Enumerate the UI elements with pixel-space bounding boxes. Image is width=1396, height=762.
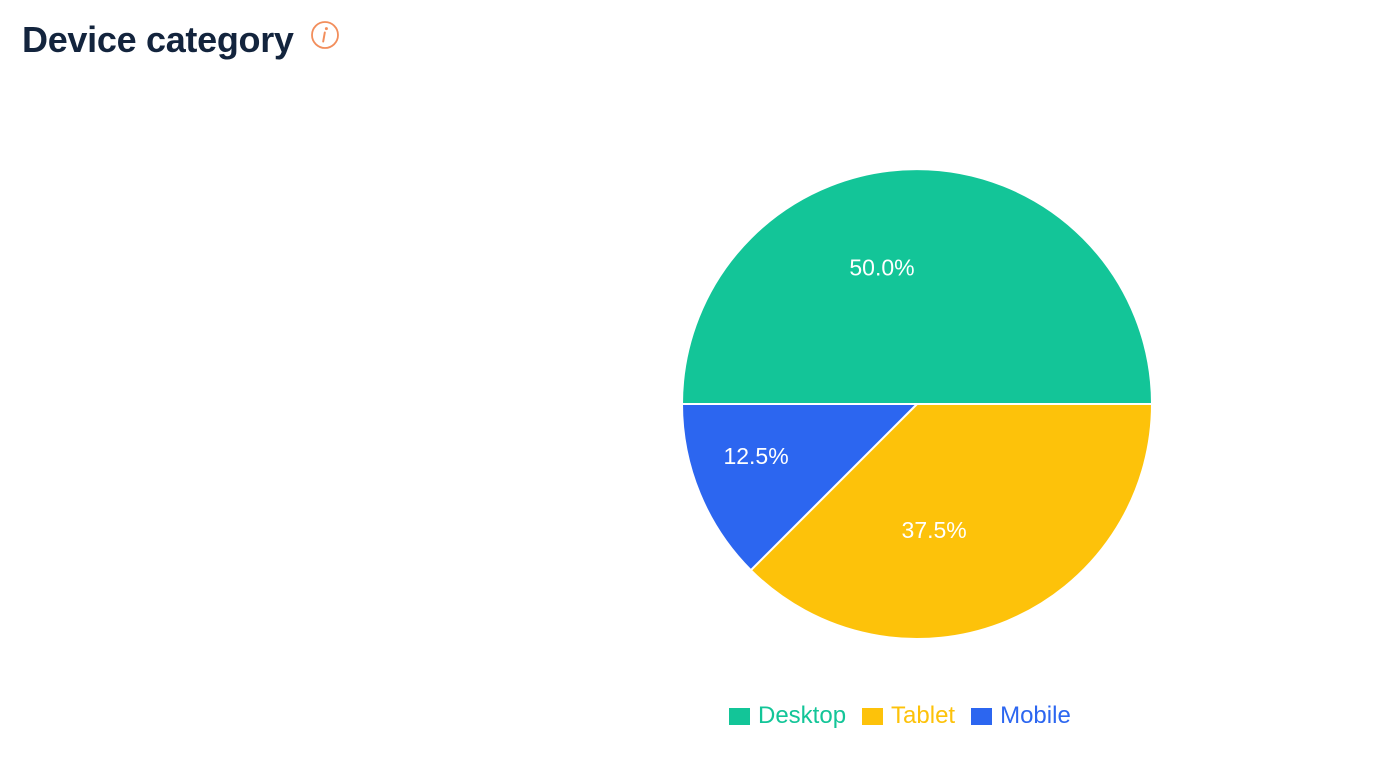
chart-legend: Desktop Tablet Mobile [729, 700, 1087, 732]
chart-header: Device category [22, 14, 340, 66]
legend-label-desktop: Desktop [758, 702, 847, 729]
pie-slice-desktop[interactable] [680, 168, 1154, 405]
pie-slices [680, 168, 1154, 640]
slice-label-desktop: 50.0% [849, 255, 914, 281]
legend-label-mobile: Mobile [1000, 702, 1071, 729]
legend-item-desktop[interactable]: Desktop [729, 700, 846, 732]
legend-item-tablet[interactable]: Tablet [862, 700, 955, 732]
slice-label-tablet: 37.5% [902, 517, 967, 543]
slice-label-mobile: 12.5% [723, 443, 788, 469]
pie-labels: 50.0% 37.5% 12.5% [723, 255, 966, 543]
legend-item-mobile[interactable]: Mobile [971, 700, 1071, 732]
pie-slice-mobile[interactable] [680, 403, 920, 572]
legend-swatch-tablet [862, 707, 884, 725]
legend-label-tablet: Tablet [891, 702, 956, 729]
info-icon[interactable] [310, 20, 340, 50]
pie-slice-tablet[interactable] [749, 403, 1154, 640]
legend-swatch-desktop [729, 707, 750, 725]
pie-chart: 50.0% 37.5% 12.5% [680, 168, 1154, 640]
page-title: Device category [22, 19, 294, 60]
legend-swatch-mobile [971, 707, 993, 725]
